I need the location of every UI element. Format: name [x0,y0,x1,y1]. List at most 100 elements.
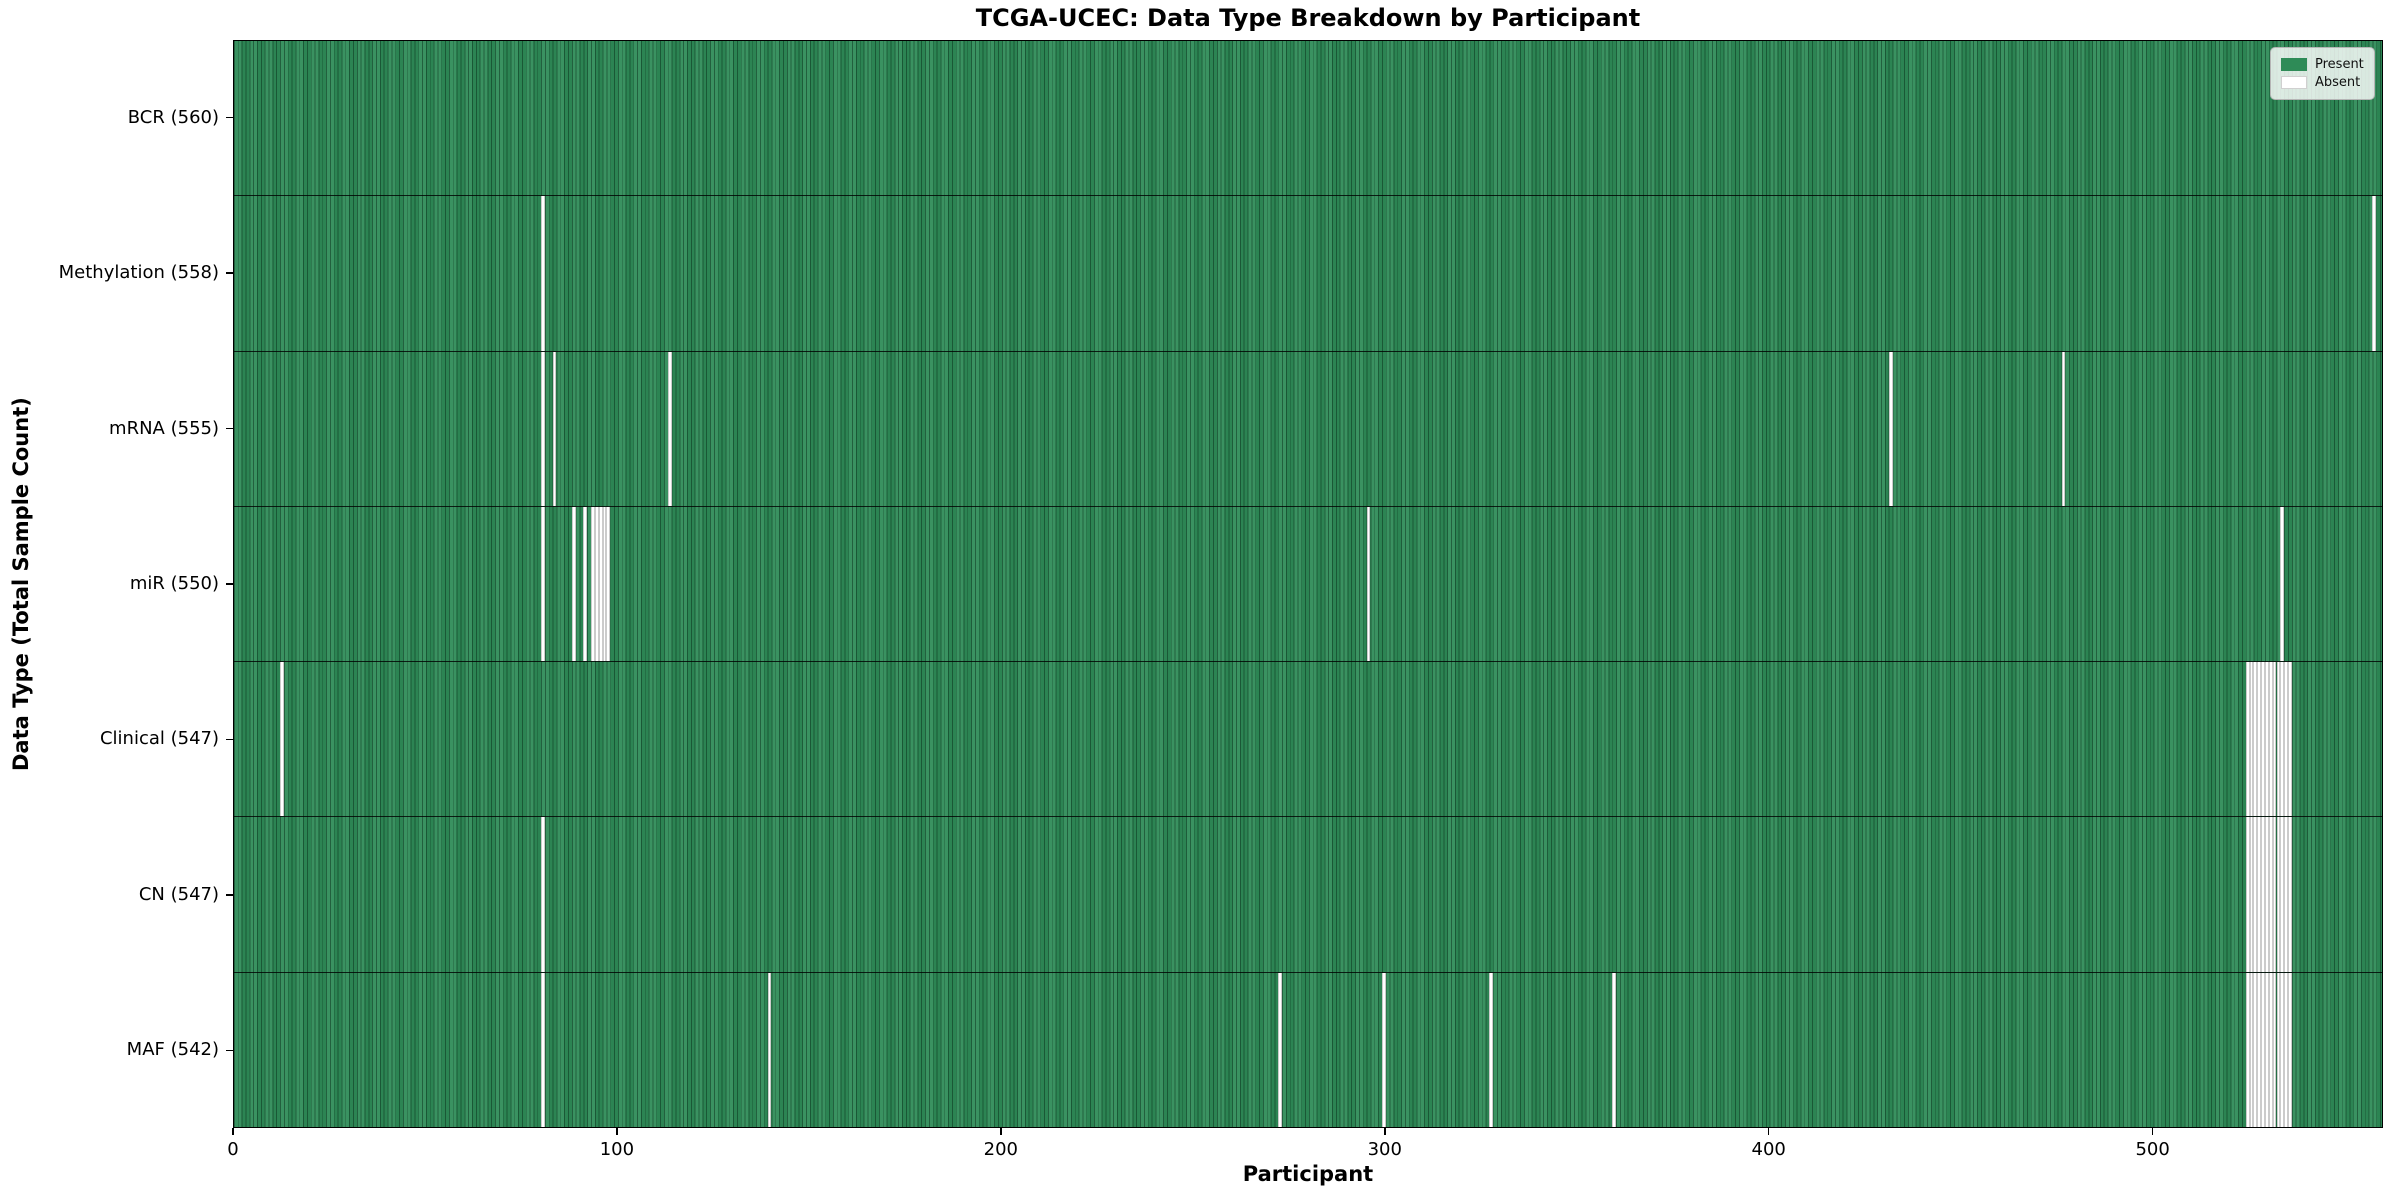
absent-cell [2268,972,2273,1127]
absent-cell [2245,817,2250,972]
absent-cell [541,196,545,351]
x-tick-label-500: 500 [2135,1139,2170,1160]
y-tick-mark [226,116,233,119]
y-tick-label-cn: CN (547) [138,883,219,905]
absent-cell [2372,196,2377,351]
absent-cell [1366,506,1371,662]
y-tick-label-methylation: Methylation (558) [58,262,219,284]
heatmap-row-clinical [234,661,2382,817]
y-tick-mark [226,427,233,430]
y-tick-mark [226,1049,233,1052]
y-tick-label-maf: MAF (542) [126,1039,219,1061]
absent-cell [606,506,611,662]
absent-cell [598,506,603,662]
x-axis-label: Participant [1242,1162,1374,1186]
absent-cell [2253,662,2258,817]
absent-cell [2245,972,2250,1127]
absent-cell [541,351,545,506]
absent-cell [2288,972,2292,1127]
absent-cell [2257,662,2262,817]
legend-label-absent: Absent [2315,75,2361,90]
absent-cell [541,817,545,972]
x-tick-label-0: 0 [227,1139,239,1160]
absent-cell [591,506,595,662]
heatmap-row-bcr [234,41,2382,196]
absent-cell [2284,817,2288,972]
absent-cell [2061,351,2066,506]
absent-cell [2276,662,2281,817]
absent-cell [2280,972,2285,1127]
absent-cell [1612,972,1617,1127]
legend-item-absent: Absent [2281,75,2364,90]
absent-cell [1381,972,1386,1127]
absent-cell [2284,972,2288,1127]
x-tick-mark [2151,1128,2154,1135]
x-tick-mark [232,1128,234,1135]
absent-cell [2276,817,2281,972]
absent-cell [2272,662,2277,817]
legend-label-present: Present [2315,57,2364,72]
absent-cell [2245,662,2250,817]
absent-cell [541,506,545,662]
legend-swatch-absent-icon [2281,76,2307,89]
absent-cell [2257,972,2262,1127]
absent-cell [2280,662,2285,817]
absent-cell [2272,972,2277,1127]
x-tick-label-300: 300 [1367,1139,1402,1160]
absent-cell [767,972,772,1127]
legend: Present Absent [2270,47,2375,100]
y-tick-label-mrna: mRNA (555) [109,417,219,439]
absent-cell [2288,662,2292,817]
x-tick-mark [616,1128,618,1135]
y-tick-mark [226,738,233,741]
x-tick-label-400: 400 [1751,1139,1786,1160]
absent-cell [541,972,545,1127]
absent-cell [2276,972,2281,1127]
plot-area [233,40,2383,1128]
x-tick-mark [1384,1128,1386,1135]
absent-cell [594,506,599,662]
heatmap-row-mir [234,505,2382,662]
absent-cell [2280,506,2285,662]
absent-cell [1489,972,1494,1127]
absent-cell [2280,817,2285,972]
x-tick-label-200: 200 [983,1139,1019,1160]
absent-cell [2264,817,2269,972]
absent-cell [2261,972,2265,1127]
absent-cell [2264,972,2269,1127]
absent-cell [2268,662,2273,817]
absent-cell [2257,817,2262,972]
absent-cell [2268,817,2273,972]
absent-cell [2249,817,2254,972]
absent-cell [2284,662,2288,817]
absent-cell [2261,817,2265,972]
x-tick-label-100: 100 [599,1139,635,1160]
absent-cell [2249,972,2254,1127]
y-tick-mark [226,272,233,274]
absent-cell [2261,662,2265,817]
absent-cell [2253,972,2258,1127]
absent-cell [280,662,284,817]
absent-cell [2264,662,2269,817]
y-tick-mark [226,583,233,585]
absent-cell [1278,972,1283,1127]
absent-cell [602,506,607,662]
absent-cell [2253,817,2258,972]
absent-cell [1888,351,1893,506]
absent-cell [571,506,576,662]
x-tick-mark [1767,1128,1770,1135]
absent-cell [2272,817,2277,972]
y-tick-label-bcr: BCR (560) [127,106,219,128]
absent-cell [583,506,588,662]
y-tick-label-mir: miR (550) [129,573,219,594]
heatmap-row-methylation [234,195,2382,351]
heatmap-row-mrna [234,350,2382,506]
chart-title: TCGA-UCEC: Data Type Breakdown by Partic… [975,4,1641,32]
y-tick-label-clinical: Clinical (547) [99,728,219,750]
absent-cell [667,351,672,506]
absent-cell [552,351,557,506]
y-tick-mark [226,894,233,896]
absent-cell [2288,817,2292,972]
heatmap-row-cn [234,816,2382,972]
